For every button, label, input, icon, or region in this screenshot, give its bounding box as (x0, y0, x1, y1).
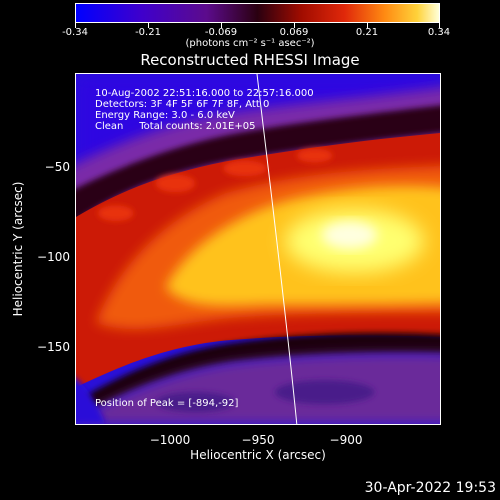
colorbar (75, 3, 440, 23)
colorbar-tick (75, 23, 76, 28)
colorbar-tick (221, 23, 222, 28)
footer-date: 30-Apr-2022 19:53 (364, 480, 496, 496)
x-axis-label: Heliocentric X (arcsec) (190, 448, 326, 462)
solar-limb-line (256, 74, 298, 424)
x-tick-label: −1000 (149, 433, 191, 447)
annotation-energy-range: Energy Range: 3.0 - 6.0 keV (95, 110, 235, 121)
annotation-peak-position: Position of Peak = [-894,-92] (95, 398, 239, 409)
colorbar-tick-label: -0.34 (62, 27, 88, 38)
colorbar-tick (439, 23, 440, 28)
annotation-detectors: Detectors: 3F 4F 5F 6F 7F 8F, Att 0 (95, 99, 270, 110)
colorbar-ticks (75, 23, 440, 28)
colorbar-tick-label: 0.34 (427, 27, 451, 38)
solar-flare-image (76, 74, 440, 424)
rhessi-image-plot (75, 73, 441, 425)
y-tick-label: −50 (44, 160, 70, 174)
colorbar-unit-label: (photons cm⁻² s⁻¹ asec⁻²) (185, 38, 315, 49)
colorbar-tick (294, 23, 295, 28)
annotation-time-range: 10-Aug-2002 22:51:16.000 to 22:57:16.000 (95, 88, 314, 99)
colorbar-tick (367, 23, 368, 28)
colorbar-tick-label: 0.21 (355, 27, 379, 38)
colorbar-gradient (76, 4, 439, 22)
x-tick-label: −900 (329, 433, 363, 447)
y-tick-label: −100 (37, 250, 70, 264)
annotation-algorithm-counts: Clean Total counts: 2.01E+05 (95, 121, 256, 132)
colorbar-tick-label: -0.21 (135, 27, 161, 38)
image-title: Reconstructed RHESSI Image (140, 51, 360, 69)
colorbar-tick (148, 23, 149, 28)
colorbar-tick-label: 0.069 (279, 27, 309, 38)
y-axis-label: Heliocentric Y (arcsec) (11, 181, 25, 317)
colorbar-tick-label: -0.069 (204, 27, 238, 38)
y-tick-label: −150 (37, 340, 70, 354)
x-tick-label: −950 (241, 433, 275, 447)
